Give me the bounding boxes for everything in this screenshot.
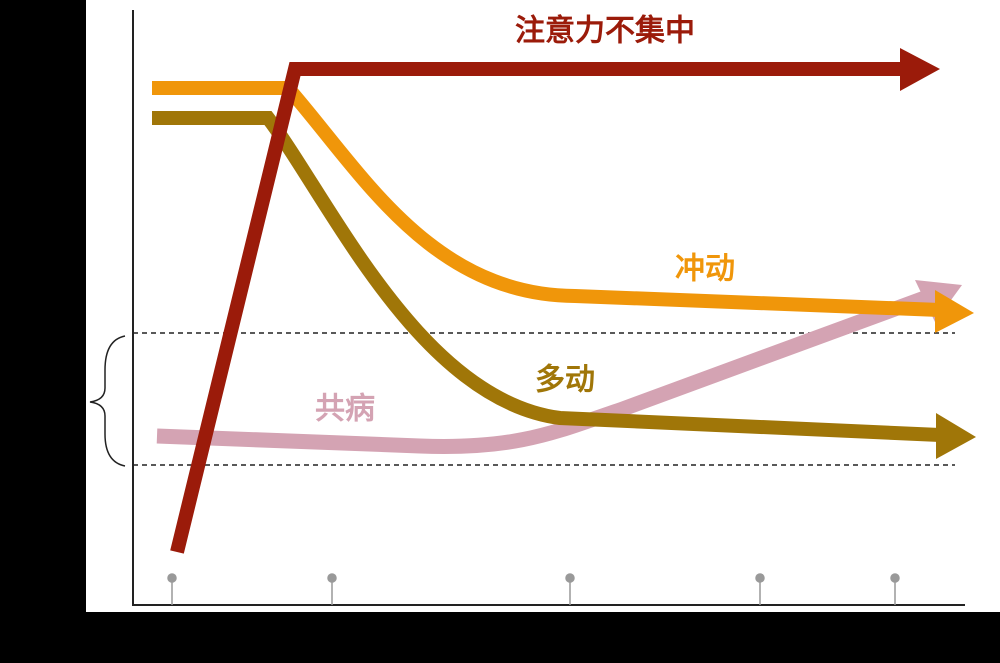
- impulsivity-label: 冲动: [675, 252, 735, 287]
- inattention-curve: [170, 62, 905, 554]
- arrowhead: [936, 413, 976, 459]
- impulsivity-curve: [152, 81, 941, 317]
- ticks: [167, 573, 900, 605]
- brace: [89, 335, 126, 467]
- hyperactivity-curve: [152, 111, 941, 442]
- arrowhead: [935, 290, 974, 333]
- hyperactivity-label: 多动: [535, 363, 595, 398]
- inattention-label: 注意力不集中: [515, 14, 695, 49]
- arrowhead: [900, 48, 940, 91]
- comorbidity-label: 共病: [315, 392, 375, 427]
